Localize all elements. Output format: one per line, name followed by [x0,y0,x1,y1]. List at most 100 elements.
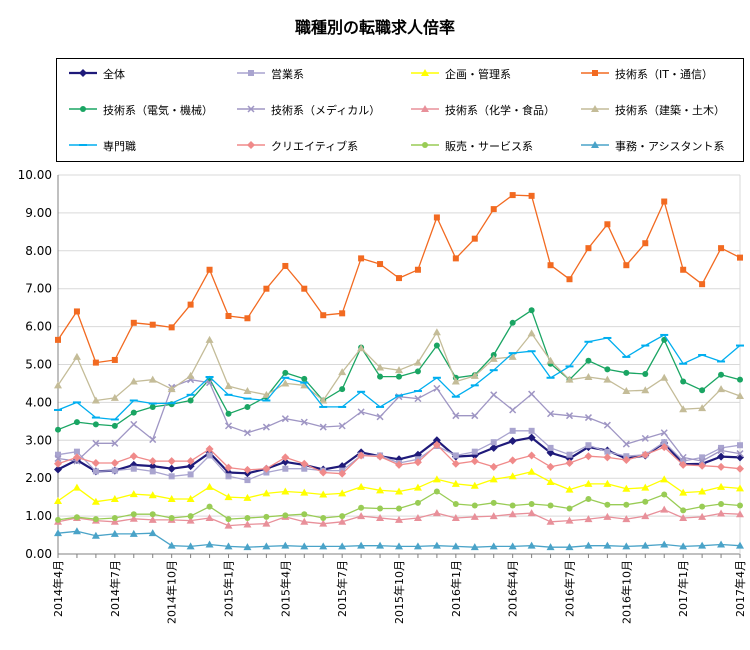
data-point [319,423,327,431]
data-point [167,541,176,549]
data-point [72,527,81,535]
y-tick-label: 2.00 [25,471,52,485]
legend-label: 全体 [103,68,125,81]
data-point [508,510,517,518]
data-point [508,352,517,360]
data-point [110,517,119,525]
data-point [262,519,271,527]
data-point [736,391,744,399]
data-point [319,542,328,550]
data-point [585,357,592,364]
data-point [186,371,195,379]
data-point [281,453,290,462]
legend-marker [247,105,255,113]
data-point [244,477,251,484]
data-point [641,541,650,549]
data-point [433,384,441,392]
legend-label: クリエイティブ系 [271,140,359,153]
data-point [546,477,555,485]
data-point [699,387,706,394]
data-point [641,434,649,442]
data-point [148,491,157,499]
data-point [661,491,668,498]
x-tick-label: 2016年1月 [449,560,463,617]
data-point [547,262,554,269]
data-point [604,221,611,228]
data-point [281,487,290,495]
data-point [413,483,422,491]
data-point [452,412,460,420]
data-point [168,473,175,480]
data-point [603,512,612,520]
data-point [224,521,233,529]
data-point [377,373,384,380]
legend-marker [421,69,429,76]
y-tick-label: 7.00 [25,282,52,296]
data-point [622,484,631,492]
data-point [452,452,459,459]
data-point [148,375,157,383]
data-point [148,529,157,537]
data-point [262,423,270,431]
data-point [414,395,422,403]
data-point [281,379,290,387]
legend-label: 技術系（電気・機械） [103,104,213,117]
legend-marker [422,142,428,148]
data-point [111,356,118,363]
y-tick-label: 5.00 [25,358,52,372]
data-point [509,192,516,199]
data-point [129,452,138,461]
data-point [432,440,441,449]
data-point [338,517,347,525]
legend-swatch [581,105,609,112]
data-point [224,542,233,550]
data-point [300,517,309,525]
data-point [699,281,706,288]
data-point [376,363,385,371]
data-point [73,514,80,521]
data-point [565,516,574,524]
data-point [186,516,195,524]
legend-swatch [237,141,265,149]
data-point [527,509,536,517]
x-tick-label: 2015年1月 [222,560,236,617]
data-point [471,502,478,509]
data-point [206,503,213,510]
data-point [319,468,328,477]
x-tick-label: 2017年1月 [676,560,690,617]
legend-label: 営業系 [271,68,304,81]
data-point [376,486,385,494]
data-point [395,515,403,523]
data-point [623,262,630,269]
data-point [92,359,99,366]
data-point [357,541,366,549]
data-point [110,459,119,468]
data-point [566,505,573,512]
data-point [528,427,535,434]
data-point [358,504,365,511]
data-point [187,301,194,308]
x-tick-label: 2014年4月 [51,560,65,617]
data-point [187,471,194,478]
y-tick-label: 1.00 [25,509,52,523]
data-point [130,319,137,326]
legend-marker [591,105,599,112]
data-point [376,413,384,421]
data-point [73,308,80,315]
data-point [736,450,744,458]
data-point [243,543,252,551]
data-point [604,501,611,508]
data-point [623,369,630,376]
data-point [433,488,440,495]
data-point [148,515,157,523]
data-point [508,437,517,446]
data-point [168,514,175,521]
data-point [432,509,441,517]
data-point [604,366,611,373]
data-point [224,382,233,390]
data-point [471,412,479,420]
data-point [111,514,118,521]
data-point [358,255,365,262]
data-point [680,266,687,273]
data-point [451,542,460,550]
